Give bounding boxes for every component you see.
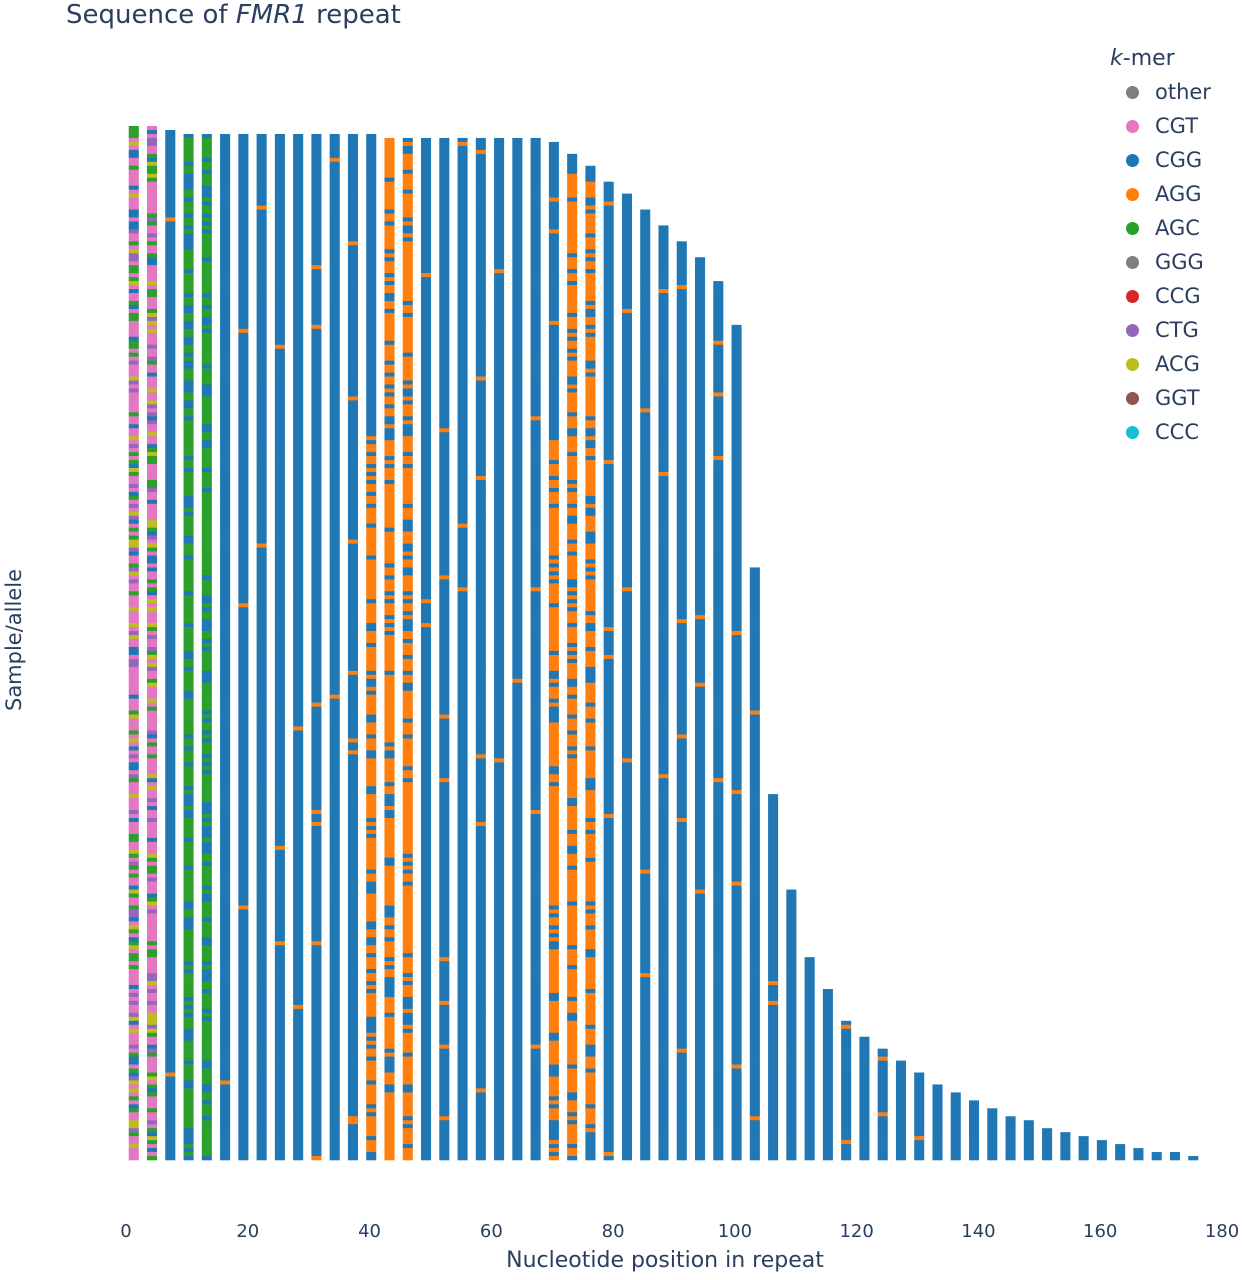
legend-label: GGG: [1155, 250, 1204, 274]
legend-marker: [1126, 187, 1139, 201]
x-tick-label: 120: [839, 1221, 873, 1242]
chart-title: Sequence of FMR1 repeat: [66, 0, 401, 30]
legend-label: GGT: [1155, 386, 1200, 410]
legend-label: AGC: [1155, 216, 1200, 240]
legend-item-other[interactable]: other: [1110, 75, 1211, 109]
legend-label: CGG: [1155, 148, 1203, 172]
legend-label: CGT: [1155, 114, 1199, 138]
legend-label: ACG: [1155, 352, 1200, 376]
legend-item-ggt[interactable]: GGT: [1110, 381, 1211, 415]
legend-marker: [1126, 425, 1139, 439]
legend-marker: [1126, 221, 1139, 235]
x-tick-label: 140: [961, 1221, 995, 1242]
x-axis-label: Nucleotide position in repeat: [506, 1248, 824, 1273]
legend-item-cgg[interactable]: CGG: [1110, 143, 1211, 177]
x-tick-label: 80: [602, 1221, 625, 1242]
x-tick-label: 20: [236, 1221, 259, 1242]
x-axis-ticks: 0 20 40 60 80 100 120 140 160 180: [120, 1221, 1239, 1242]
y-axis-label: Sample/allele: [2, 568, 26, 712]
heatmap-cells: [128, 126, 1199, 1161]
legend-marker: [1126, 357, 1139, 371]
x-tick-label: 0: [120, 1221, 131, 1242]
legend-item-ccc[interactable]: CCC: [1110, 415, 1211, 449]
legend-item-acg[interactable]: ACG: [1110, 347, 1211, 381]
legend-item-agc[interactable]: AGC: [1110, 211, 1211, 245]
legend-marker: [1126, 85, 1139, 99]
legend-marker: [1126, 391, 1139, 405]
legend-item-ccg[interactable]: CCG: [1110, 279, 1211, 313]
x-tick-label: 180: [1205, 1221, 1239, 1242]
legend-marker: [1126, 255, 1139, 269]
legend-item-ggg[interactable]: GGG: [1110, 245, 1211, 279]
legend-label: AGG: [1155, 182, 1202, 206]
legend-label: CCC: [1155, 420, 1199, 444]
legend[interactable]: k-mer other CGT CGG AGG AGC GGG CCG CTG ACG GGT CC…: [1110, 46, 1211, 449]
legend-label: CTG: [1155, 318, 1199, 342]
x-tick-label: 160: [1083, 1221, 1117, 1242]
legend-item-ctg[interactable]: CTG: [1110, 313, 1211, 347]
legend-marker: [1126, 289, 1139, 303]
chart-title-gene: FMR1: [235, 0, 308, 30]
legend-marker: [1126, 323, 1139, 337]
x-tick-label: 100: [718, 1221, 752, 1242]
legend-item-agg[interactable]: AGG: [1110, 177, 1211, 211]
legend-label: other: [1155, 80, 1211, 104]
legend-title: k-mer: [1110, 46, 1175, 71]
x-tick-label: 40: [358, 1221, 381, 1242]
legend-marker: [1126, 153, 1139, 167]
x-tick-label: 60: [480, 1221, 503, 1242]
legend-marker: [1126, 119, 1139, 133]
legend-label: CCG: [1155, 284, 1201, 308]
legend-item-cgt[interactable]: CGT: [1110, 109, 1211, 143]
